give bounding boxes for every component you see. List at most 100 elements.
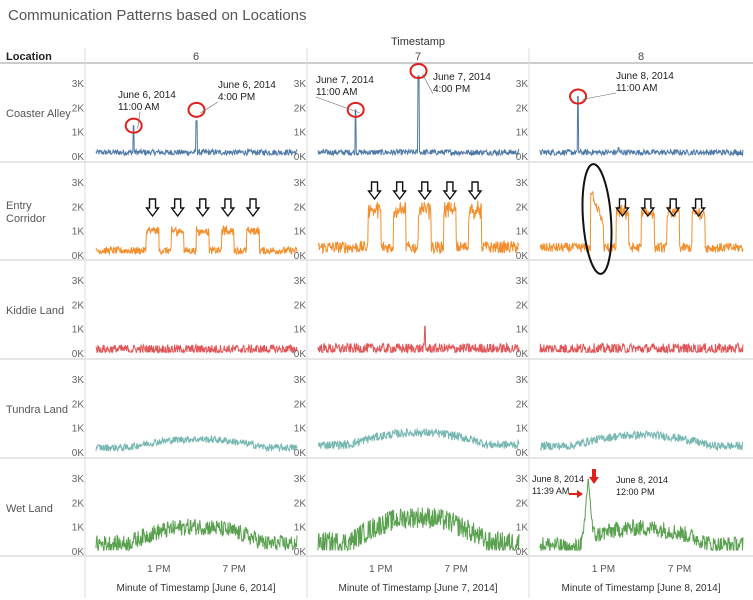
y-tick-label: 3K <box>72 79 85 90</box>
y-tick-label: 0K <box>294 349 307 360</box>
column-header: Timestamp <box>391 36 445 48</box>
y-tick-label: 1K <box>294 523 307 534</box>
x-tick-label: 1 PM <box>369 564 392 575</box>
column-label-6: 6 <box>193 51 199 63</box>
annotation-text: 12:00 PM <box>616 487 655 497</box>
y-tick-label: 1K <box>294 325 307 336</box>
annotation-leader <box>422 73 434 95</box>
row-label: Wet Land <box>6 503 53 515</box>
annotation-text: June 8, 2014 <box>532 474 584 484</box>
annotation-text: 11:00 AM <box>616 83 658 94</box>
series-line-tundra-land-8 <box>539 429 744 452</box>
y-tick-label: 3K <box>294 276 307 287</box>
row-label: Tundra Land <box>6 404 68 416</box>
y-tick-label: 2K <box>516 103 529 114</box>
y-tick-label: 0K <box>516 448 529 459</box>
y-tick-label: 3K <box>294 375 307 386</box>
y-tick-label: 2K <box>294 103 307 114</box>
chart-title: Communication Patterns based on Location… <box>8 7 307 24</box>
x-tick-label: 7 PM <box>445 564 468 575</box>
y-tick-label: 1K <box>516 523 529 534</box>
series-line-entry-corridor-6 <box>95 224 298 257</box>
annotation-circle <box>409 63 428 79</box>
annotation-leader <box>200 101 219 114</box>
row-header: Location <box>6 51 52 63</box>
down-arrow-marker <box>467 181 483 201</box>
y-tick-label: 2K <box>294 498 307 509</box>
y-tick-label: 3K <box>294 474 307 485</box>
annotation-leader <box>582 92 617 100</box>
x-tick-label: 1 PM <box>592 564 615 575</box>
y-tick-label: 1K <box>516 325 529 336</box>
y-tick-label: 3K <box>294 79 307 90</box>
y-tick-label: 1K <box>72 128 85 139</box>
down-arrow-marker <box>367 181 382 201</box>
y-tick-label: 0K <box>294 448 307 459</box>
down-arrow-marker <box>615 198 630 218</box>
series-line-wet-land-6 <box>95 518 298 552</box>
y-tick-label: 1K <box>516 227 529 238</box>
annotation-leader <box>137 111 141 129</box>
annotation-text: June 7, 2014 <box>433 72 491 83</box>
y-tick-label: 1K <box>72 424 85 435</box>
down-arrow-marker <box>145 198 160 218</box>
annotation-text: June 6, 2014 <box>118 90 176 101</box>
y-tick-label: 1K <box>72 227 85 238</box>
y-tick-label: 3K <box>516 178 529 189</box>
series-line-entry-corridor-8 <box>539 190 744 253</box>
series-line-tundra-land-7 <box>317 427 520 451</box>
annotation-text: June 8, 2014 <box>616 71 674 82</box>
series-line-coaster-alley-7 <box>317 75 520 157</box>
y-tick-label: 3K <box>72 276 85 287</box>
y-tick-label: 2K <box>72 103 85 114</box>
y-tick-label: 1K <box>72 325 85 336</box>
x-axis-label: Minute of Timestamp [June 7, 2014] <box>339 583 498 594</box>
series-line-tundra-land-6 <box>95 434 298 453</box>
y-tick-label: 3K <box>516 79 529 90</box>
down-arrow-marker <box>220 198 236 218</box>
y-tick-label: 3K <box>72 474 85 485</box>
down-arrow-marker <box>665 198 681 218</box>
row-label: Entry <box>6 200 32 212</box>
series-line-wet-land-7 <box>317 507 520 552</box>
series-line-kiddie-land-8 <box>539 342 744 355</box>
y-tick-label: 2K <box>72 498 85 509</box>
x-tick-label: 7 PM <box>223 564 246 575</box>
annotation-circle <box>346 101 365 118</box>
y-tick-label: 2K <box>516 202 529 213</box>
y-tick-label: 3K <box>72 178 85 189</box>
y-tick-label: 1K <box>516 424 529 435</box>
column-label-8: 8 <box>638 51 644 63</box>
row-label: Corridor <box>6 213 46 225</box>
y-tick-label: 0K <box>72 152 85 163</box>
y-tick-label: 0K <box>72 251 85 262</box>
y-tick-label: 2K <box>516 399 529 410</box>
y-tick-label: 1K <box>72 523 85 534</box>
x-tick-label: 1 PM <box>147 564 170 575</box>
series-line-kiddie-land-6 <box>95 342 298 355</box>
y-tick-label: 0K <box>72 349 85 360</box>
y-tick-label: 1K <box>516 128 529 139</box>
series-line-coaster-alley-6 <box>95 120 298 157</box>
x-axis-label: Minute of Timestamp [June 6, 2014] <box>117 583 276 594</box>
series-line-coaster-alley-8 <box>539 96 744 157</box>
annotation-circle <box>187 101 206 118</box>
y-tick-label: 0K <box>516 349 529 360</box>
annotation-circle <box>569 88 588 105</box>
down-arrow-marker <box>640 198 656 218</box>
y-tick-label: 0K <box>516 152 529 163</box>
y-tick-label: 0K <box>516 547 529 558</box>
annotation-leader <box>315 96 360 114</box>
y-tick-label: 2K <box>72 300 85 311</box>
down-arrow-marker <box>442 181 458 201</box>
y-tick-label: 3K <box>294 178 307 189</box>
y-tick-label: 3K <box>516 474 529 485</box>
y-tick-label: 2K <box>294 202 307 213</box>
annotation-text: June 7, 2014 <box>316 75 374 86</box>
y-tick-label: 0K <box>72 547 85 558</box>
y-tick-label: 0K <box>516 251 529 262</box>
annotation-text: June 8, 2014 <box>616 475 668 485</box>
down-arrow-marker <box>392 181 408 201</box>
y-tick-label: 1K <box>294 227 307 238</box>
